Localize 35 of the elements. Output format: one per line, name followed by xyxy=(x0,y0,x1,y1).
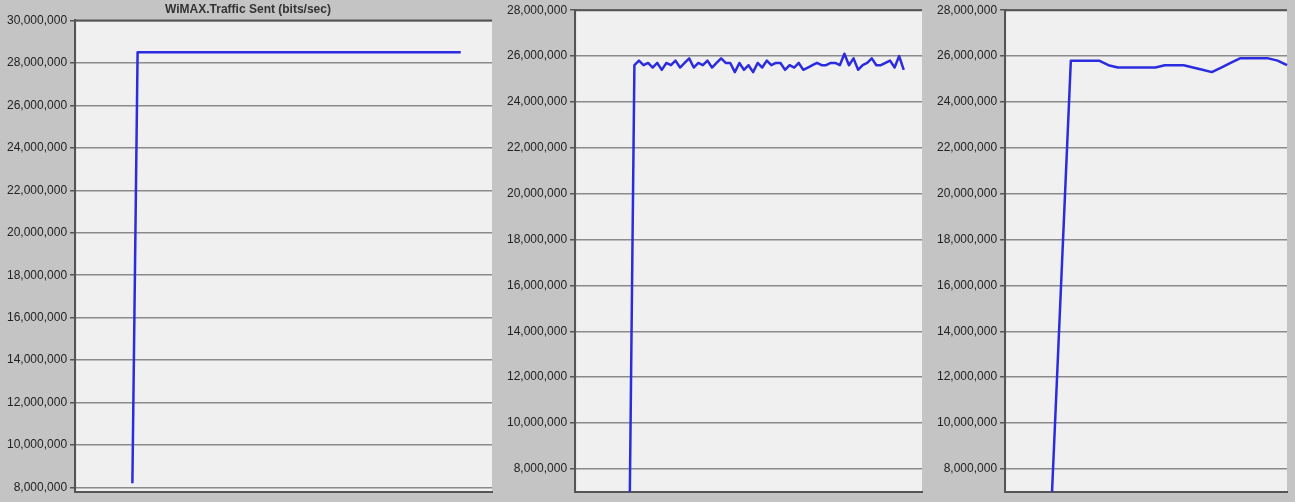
y-tick-label: 8,000,000 xyxy=(13,479,68,494)
y-tick-label: 24,000,000 xyxy=(507,94,568,109)
y-tick-label: 12,000,000 xyxy=(7,394,68,409)
y-tick-label: 10,000,000 xyxy=(937,415,998,430)
y-tick-label: 28,000,000 xyxy=(7,55,68,70)
y-tick-label: 12,000,000 xyxy=(937,369,998,384)
y-tick-label: 14,000,000 xyxy=(507,323,568,338)
y-tick-label: 20,000,000 xyxy=(7,225,68,240)
y-tick-label: 30,000,000 xyxy=(7,12,68,27)
y-tick-label: 26,000,000 xyxy=(507,48,568,63)
y-tick-label: 28,000,000 xyxy=(507,2,568,17)
y-tick-label: 26,000,000 xyxy=(7,97,68,112)
y-tick-label: 8,000,000 xyxy=(943,461,998,476)
y-tick-label: 10,000,000 xyxy=(7,437,68,452)
y-tick-label: 22,000,000 xyxy=(7,182,68,197)
y-tick-label: 16,000,000 xyxy=(937,277,998,292)
y-tick-label: 8,000,000 xyxy=(513,461,568,476)
y-tick-label: 14,000,000 xyxy=(7,352,68,367)
y-tick-label: 16,000,000 xyxy=(507,277,568,292)
y-tick-label: 24,000,000 xyxy=(7,140,68,155)
y-tick-label: 16,000,000 xyxy=(7,309,68,324)
y-tick-label: 18,000,000 xyxy=(7,267,68,282)
y-tick-label: 26,000,000 xyxy=(937,48,998,63)
y-tick-label: 18,000,000 xyxy=(507,231,568,246)
y-tick-label: 22,000,000 xyxy=(937,140,998,155)
y-tick-label: 12,000,000 xyxy=(507,369,568,384)
y-tick-label: 18,000,000 xyxy=(937,231,998,246)
y-tick-label: 14,000,000 xyxy=(937,323,998,338)
y-tick-label: 22,000,000 xyxy=(507,140,568,155)
y-tick-label: 28,000,000 xyxy=(937,2,998,17)
y-tick-label: 20,000,000 xyxy=(507,185,568,200)
chart-title: WiMAX.Traffic Sent (bits/sec) xyxy=(165,1,331,16)
y-tick-label: 24,000,000 xyxy=(937,94,998,109)
y-tick-label: 10,000,000 xyxy=(507,415,568,430)
y-tick-label: 20,000,000 xyxy=(937,185,998,200)
